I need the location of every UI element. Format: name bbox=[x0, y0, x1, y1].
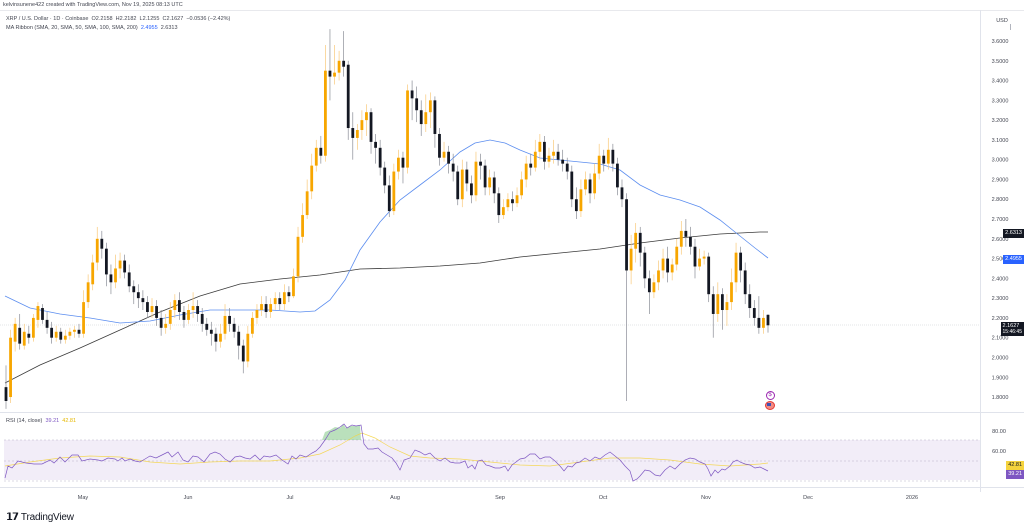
symbol-name[interactable]: XRP / U.S. Dollar · 1D · Coinbase bbox=[6, 16, 89, 22]
sma50-line bbox=[4, 139, 769, 324]
price-tick: 2.3000 bbox=[992, 296, 1009, 302]
chart-credit: kelvinsunene422 created with TradingView… bbox=[3, 2, 183, 8]
price-tick: 3.5000 bbox=[992, 59, 1009, 65]
ma-ribbon-line: MA Ribbon (SMA, 20, SMA, 50, SMA, 100, S… bbox=[6, 24, 230, 33]
rsi-legend: RSI (14, close) 39.21 42.81 bbox=[6, 418, 76, 424]
time-tick: May bbox=[78, 495, 89, 501]
price-tick: 1.9000 bbox=[992, 375, 1009, 381]
rsi-tick-60: 60.00 bbox=[992, 449, 1006, 455]
rsi-band bbox=[4, 440, 980, 480]
rsi-tick-80: 80.00 bbox=[992, 429, 1006, 435]
price-axis[interactable]: 3.6000 3.5000 3.4000 3.3000 3.2000 3.1000 3.00… bbox=[992, 39, 1009, 401]
price-tick: 2.8000 bbox=[992, 197, 1009, 203]
price-tick: 2.2000 bbox=[992, 316, 1009, 322]
last-price-value: 2.1627 bbox=[1002, 323, 1020, 329]
time-tick: Nov bbox=[701, 495, 711, 501]
rsi-line bbox=[4, 423, 769, 482]
time-tick: Sep bbox=[495, 495, 505, 501]
ma50-value: 2.4955 bbox=[140, 25, 158, 31]
rsi-ma-line bbox=[4, 432, 769, 467]
time-tick: Dec bbox=[803, 495, 813, 501]
candlesticks bbox=[4, 29, 770, 409]
price-tick: 1.8000 bbox=[992, 395, 1009, 401]
rsi-ma-tag: 42.81 bbox=[1006, 461, 1024, 470]
low-value: L2.1255 bbox=[139, 16, 160, 22]
price-tick: 2.4000 bbox=[992, 276, 1009, 282]
price-tick: 3.4000 bbox=[992, 79, 1009, 85]
close-value: C2.1627 bbox=[162, 16, 184, 22]
us-flag-event-icon[interactable] bbox=[765, 401, 775, 410]
currency-label: USD bbox=[996, 18, 1008, 24]
ohlc-line: XRP / U.S. Dollar · 1D · Coinbase O2.215… bbox=[6, 15, 230, 24]
ma-ribbon-name[interactable]: MA Ribbon (SMA, 20, SMA, 50, SMA, 100, S… bbox=[6, 25, 138, 31]
open-value: O2.2158 bbox=[91, 16, 113, 22]
time-axis[interactable]: May Jun Jul Aug Sep Oct Nov Dec 2026 bbox=[78, 495, 918, 501]
price-tick: 2.5000 bbox=[992, 257, 1009, 263]
price-tick: 2.6000 bbox=[992, 237, 1009, 243]
price-tick: 3.6000 bbox=[992, 39, 1009, 45]
dividend-event-icon[interactable]: $ bbox=[765, 391, 775, 400]
price-tick: 3.3000 bbox=[992, 98, 1009, 104]
time-tick: Jul bbox=[286, 495, 293, 501]
price-tick: 2.0000 bbox=[992, 356, 1009, 362]
ma50-price-tag: 2.4955 bbox=[1003, 255, 1024, 264]
brand-name: TradingView bbox=[20, 512, 74, 523]
rsi-overbought-fill bbox=[322, 424, 361, 440]
ma200-value: 2.6313 bbox=[160, 25, 178, 31]
price-tick: 2.9000 bbox=[992, 178, 1009, 184]
symbol-legend: XRP / U.S. Dollar · 1D · Coinbase O2.215… bbox=[6, 15, 230, 33]
last-price-tag: 2.1627 15:46:45 bbox=[1000, 322, 1024, 336]
price-tick: 3.0000 bbox=[992, 158, 1009, 164]
sma200-line bbox=[4, 231, 768, 384]
chart-frame bbox=[0, 10, 1024, 492]
time-tick: 2026 bbox=[906, 495, 918, 501]
event-markers: $ bbox=[763, 391, 777, 410]
price-tick: 3.1000 bbox=[992, 138, 1009, 144]
price-tick: 2.1000 bbox=[992, 336, 1009, 342]
bar-countdown: 15:46:45 bbox=[1002, 329, 1022, 335]
rsi-ma-value: 42.81 bbox=[62, 418, 77, 424]
tradingview-logo[interactable]: 𝟭𝟳 TradingView bbox=[6, 512, 74, 523]
change-value: −0.0536 (−2.42%) bbox=[186, 16, 231, 22]
tradingview-mark-icon: 𝟭𝟳 bbox=[6, 512, 19, 523]
rsi-value-tag: 39.21 bbox=[1006, 470, 1024, 479]
high-value: H2.2182 bbox=[115, 16, 137, 22]
time-tick: Jun bbox=[184, 495, 193, 501]
price-tick: 3.2000 bbox=[992, 118, 1009, 124]
price-tick: 2.7000 bbox=[992, 217, 1009, 223]
rsi-name[interactable]: RSI (14, close) bbox=[6, 418, 43, 424]
time-tick: Aug bbox=[390, 495, 400, 501]
time-tick: Oct bbox=[599, 495, 608, 501]
ma200-price-tag: 2.6313 bbox=[1003, 229, 1024, 238]
rsi-value: 39.21 bbox=[45, 418, 60, 424]
